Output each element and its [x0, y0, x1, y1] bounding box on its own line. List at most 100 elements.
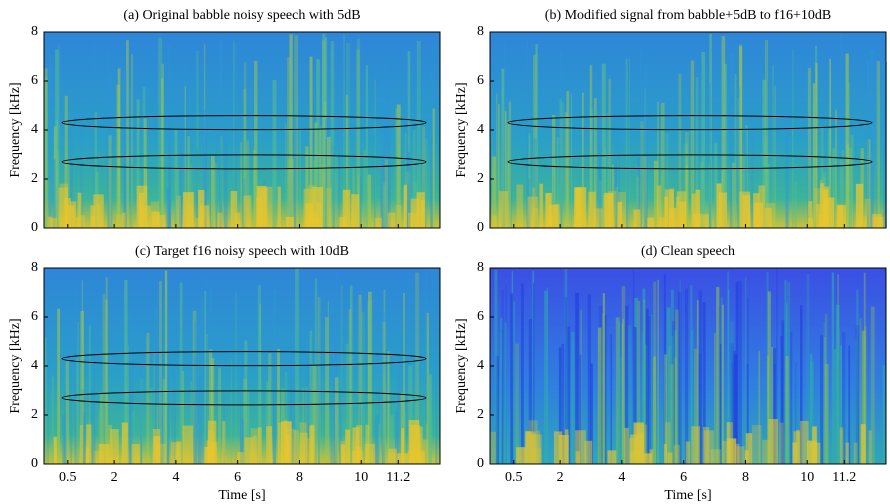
spectrogram-texture [130, 363, 134, 464]
spectrogram-texture [867, 153, 871, 228]
spectrogram-texture [107, 50, 110, 228]
spectrogram-texture [653, 356, 657, 464]
spectrogram-texture [360, 311, 365, 464]
spectrogram-texture [516, 447, 527, 464]
spectrogram-texture [417, 450, 425, 464]
spectrogram-texture [738, 281, 742, 464]
spectrogram [490, 268, 886, 464]
spectrogram-texture [160, 78, 164, 229]
spectrogram-texture [701, 214, 709, 228]
spectrogram-texture [70, 324, 73, 464]
y-tick-label: 8 [477, 24, 484, 39]
spectrogram-texture [219, 135, 223, 228]
spectrogram-texture [184, 85, 186, 228]
spectrogram-texture [166, 328, 170, 464]
spectrogram-texture [405, 309, 408, 464]
spectrogram-texture [49, 217, 58, 228]
spectrogram-texture [430, 75, 433, 228]
spectrogram-texture [532, 187, 536, 228]
spectrogram-texture [575, 430, 586, 464]
spectrogram-texture [129, 312, 131, 464]
spectrogram-texture [360, 176, 362, 228]
spectrogram-texture [290, 351, 294, 464]
spectrogram-texture [751, 110, 754, 228]
spectrogram-texture [315, 143, 318, 228]
spectrogram-texture [166, 187, 171, 228]
x-tick-label: 11.2 [832, 470, 856, 485]
spectrogram-texture [719, 93, 721, 228]
spectrogram-texture [671, 289, 674, 464]
spectrogram-texture [338, 216, 347, 228]
spectrogram-texture [94, 368, 96, 464]
y-axis-label: Frequency [kHz] [454, 82, 469, 177]
spectrogram-texture [733, 354, 738, 464]
spectrogram-texture [206, 277, 208, 464]
spectrogram-texture [670, 335, 675, 464]
spectrogram-texture [77, 321, 79, 464]
spectrogram-texture [533, 283, 535, 464]
spectrogram-texture [424, 138, 428, 228]
spectrogram-texture [807, 440, 818, 464]
spectrogram-texture [322, 33, 326, 229]
y-tick-label: 8 [31, 260, 38, 275]
spectrogram-texture [785, 111, 789, 228]
spectrogram-texture [136, 99, 140, 228]
annotation-ellipse [507, 115, 873, 131]
spectrogram-texture [384, 382, 386, 464]
spectrogram-texture [374, 217, 382, 228]
spectrogram-texture [293, 430, 299, 464]
spectrogram-texture [618, 192, 627, 228]
spectrogram-texture [99, 394, 103, 464]
spectrogram-texture [244, 437, 254, 464]
spectrogram-texture [800, 305, 803, 464]
spectrogram-texture [501, 329, 503, 464]
spectrogram-texture [630, 434, 637, 464]
spectrogram-texture [179, 282, 183, 464]
spectrogram-texture [293, 117, 297, 228]
x-axis-label: Time [s] [218, 488, 265, 503]
spectrogram-texture [287, 57, 291, 228]
annotation-ellipse [61, 351, 427, 367]
spectrogram-texture [161, 63, 165, 228]
spectrogram-texture [425, 423, 428, 464]
spectrogram-texture [334, 377, 339, 464]
y-tick-label: 4 [31, 122, 38, 137]
spectrogram-texture [727, 438, 737, 464]
spectrogram-texture [422, 439, 428, 464]
spectrogram-texture [721, 440, 731, 464]
spectrogram-texture [721, 304, 724, 464]
spectrogram-texture [162, 379, 166, 464]
spectrogram-texture [552, 159, 556, 228]
spectrogram-texture [758, 350, 761, 464]
spectrogram-texture [173, 355, 176, 464]
x-tick-label: 4 [618, 470, 625, 485]
y-tick-label: 6 [31, 309, 38, 324]
spectrogram-texture [677, 144, 680, 228]
spectrogram-texture [593, 208, 603, 228]
spectrogram-texture [51, 376, 55, 464]
spectrogram-texture [751, 425, 762, 464]
spectrogram-texture [254, 61, 258, 228]
spectrogram-texture [138, 205, 144, 228]
spectrogram-texture [94, 451, 103, 464]
spectrogram-texture [387, 212, 396, 228]
spectrogram-texture [68, 158, 70, 228]
spectrogram-texture [829, 58, 831, 229]
spectrogram-texture [779, 422, 784, 464]
spectrogram-texture [721, 36, 726, 228]
annotation-ellipse [61, 154, 427, 170]
spectrogram-texture [784, 280, 787, 464]
spectrogram-texture [234, 212, 241, 228]
spectrogram-texture [823, 336, 826, 464]
spectrogram-texture [349, 285, 353, 464]
spectrogram-texture [190, 381, 193, 464]
spectrogram-texture [842, 332, 846, 464]
spectrogram-texture [277, 348, 280, 464]
spectrogram-texture [608, 78, 611, 228]
spectrogram-texture [58, 44, 60, 229]
spectrogram-texture [243, 62, 247, 228]
spectrogram-texture [140, 377, 143, 464]
spectrogram-texture [745, 433, 753, 464]
spectrogram-texture [295, 268, 299, 464]
spectrogram-texture [601, 63, 606, 229]
